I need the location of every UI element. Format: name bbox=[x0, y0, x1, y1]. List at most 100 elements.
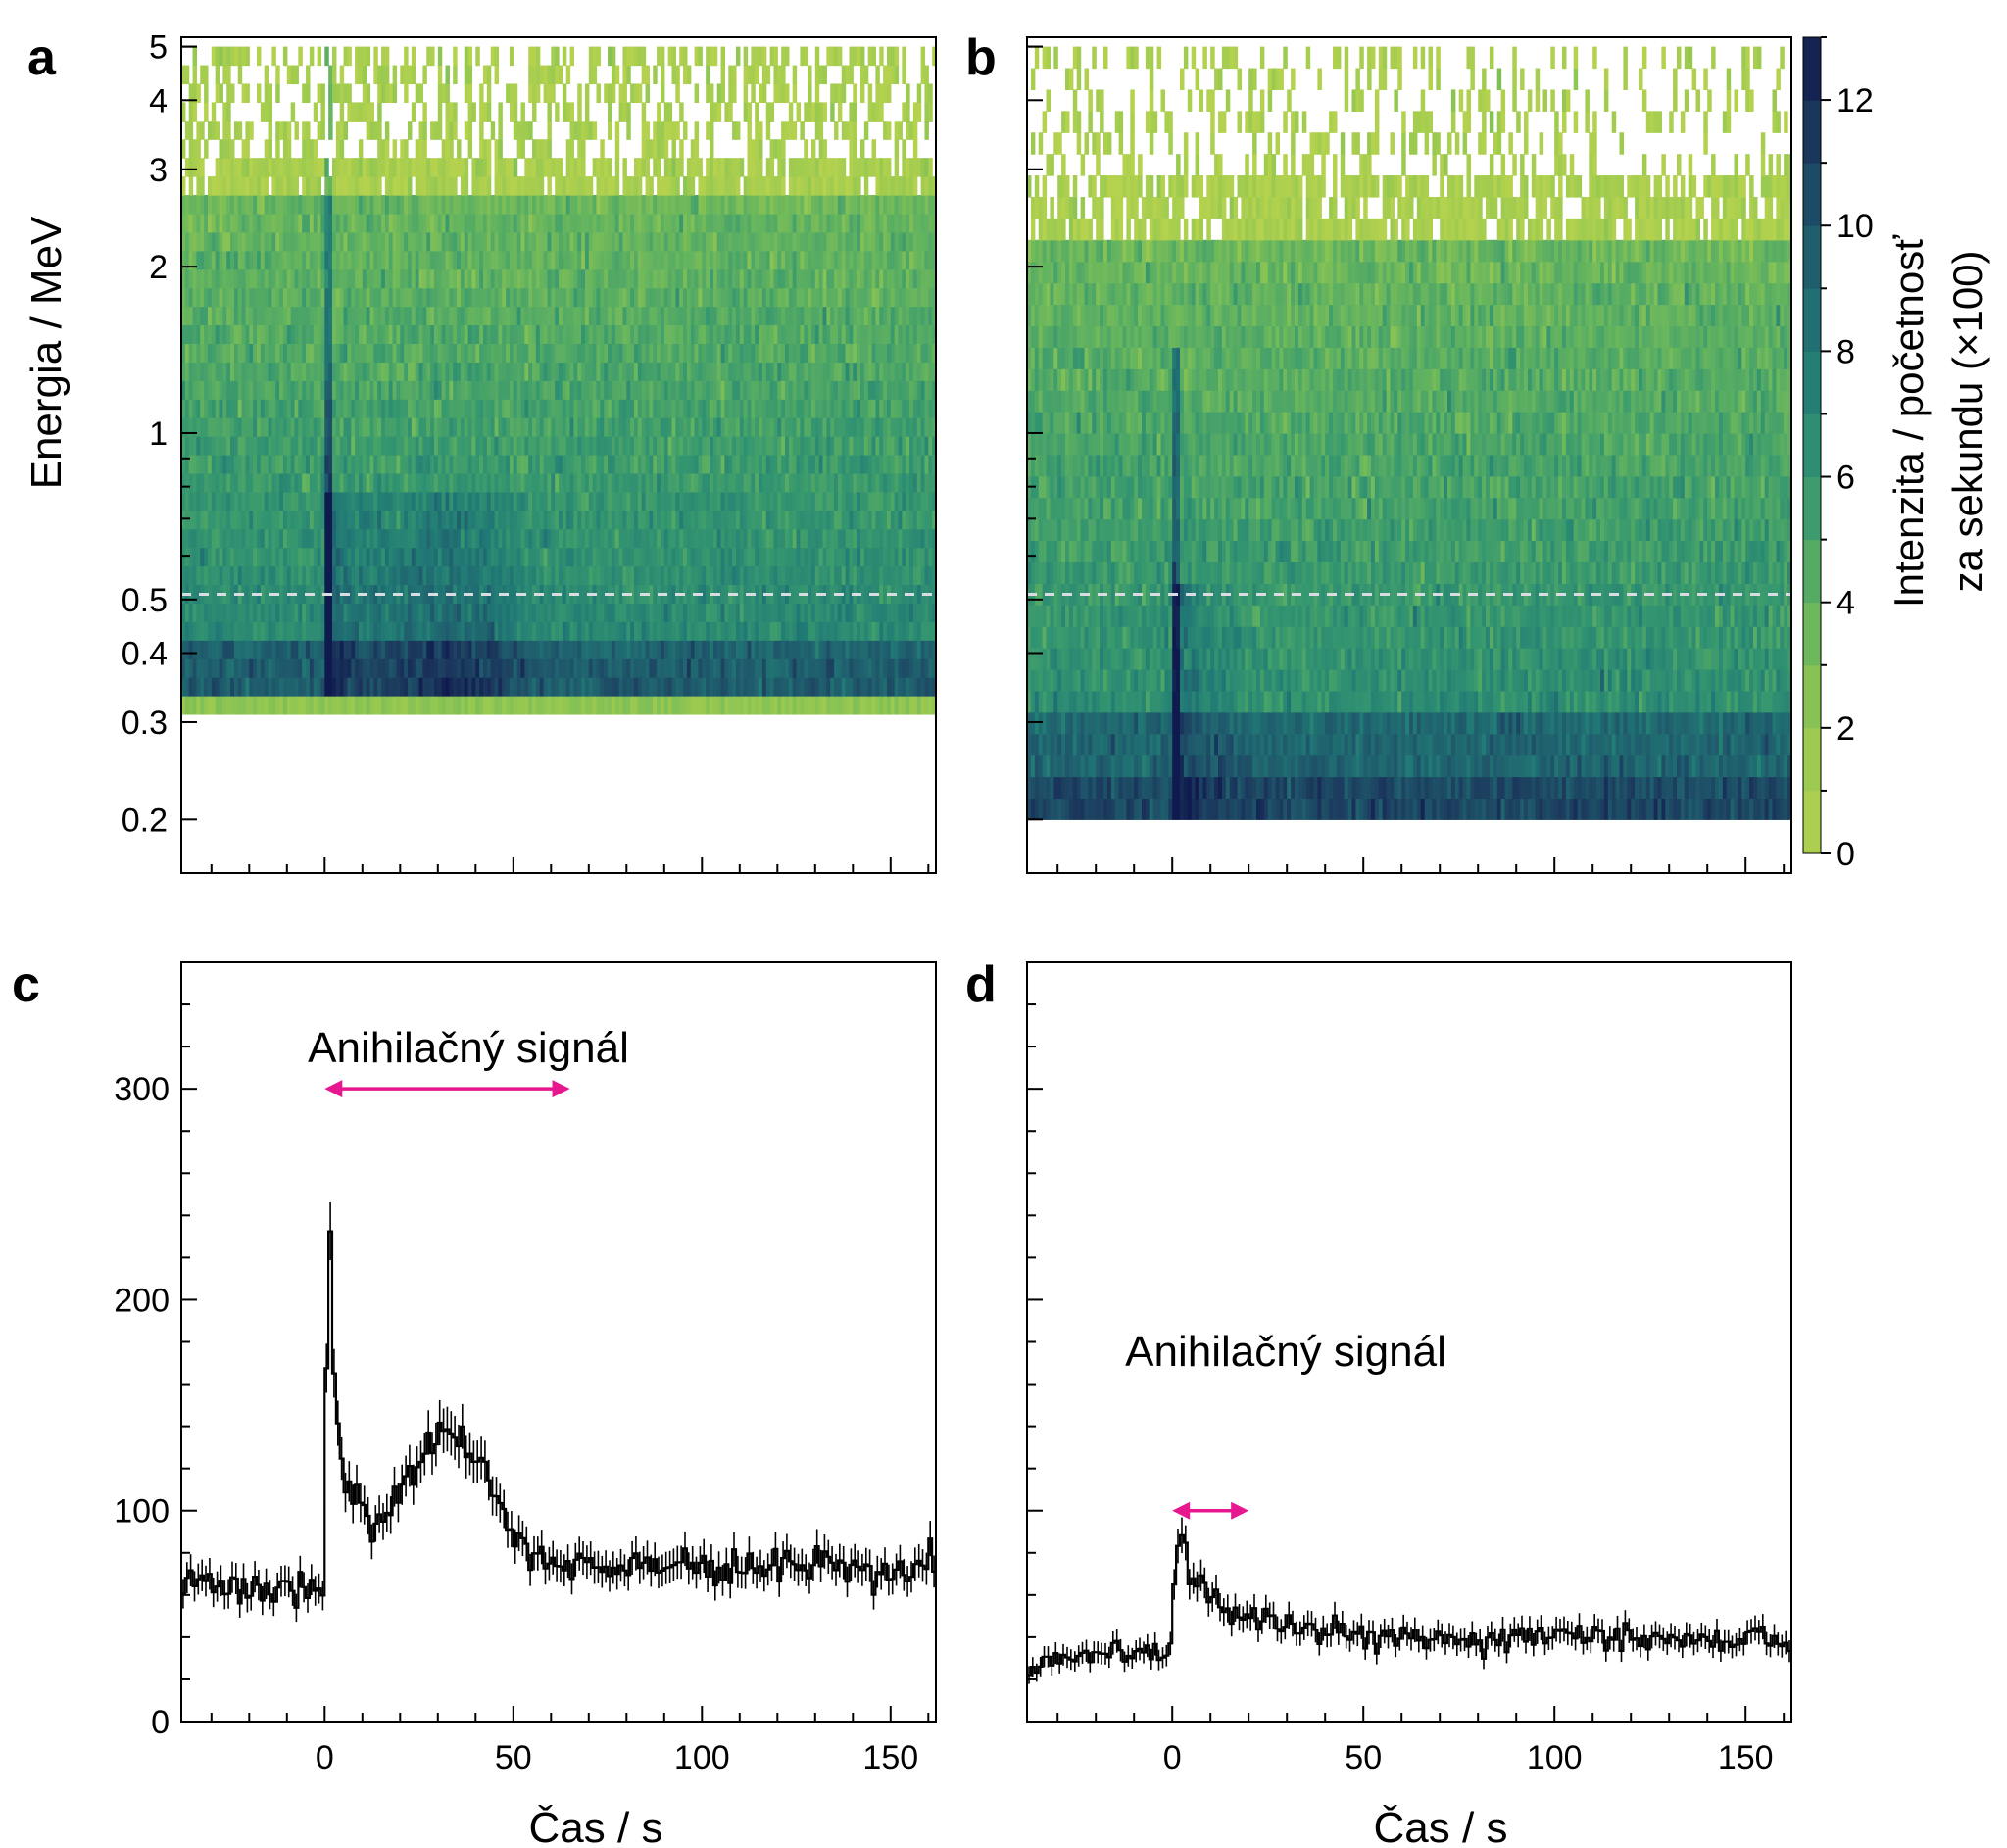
heatmap-cell bbox=[645, 362, 650, 381]
heatmap-cell bbox=[822, 565, 827, 586]
heatmap-cell bbox=[404, 640, 409, 659]
heatmap-cell bbox=[362, 324, 367, 345]
heatmap-cell bbox=[471, 472, 476, 493]
heatmap-cell bbox=[335, 287, 341, 308]
heatmap-cell bbox=[683, 658, 688, 678]
heatmap-cell bbox=[369, 640, 374, 659]
heatmap-cell bbox=[453, 510, 458, 530]
heatmap-cell bbox=[196, 399, 201, 418]
heatmap-cell bbox=[181, 436, 186, 456]
heatmap-cell bbox=[555, 399, 560, 418]
heatmap-cell bbox=[716, 399, 722, 418]
heatmap-cell bbox=[460, 603, 465, 622]
heatmap-cell bbox=[747, 250, 752, 270]
heatmap-cell bbox=[313, 287, 318, 308]
heatmap-cell bbox=[667, 324, 673, 345]
heatmap-cell bbox=[306, 472, 311, 493]
heatmap-cell bbox=[909, 287, 914, 308]
heatmap-cell bbox=[604, 528, 609, 549]
heatmap-cell bbox=[608, 472, 612, 493]
heatmap-cell bbox=[841, 677, 847, 697]
heatmap-cell bbox=[637, 343, 643, 363]
heatmap-cell bbox=[551, 268, 556, 289]
heatmap-cell bbox=[867, 343, 873, 363]
heatmap-cell bbox=[909, 380, 914, 400]
heatmap-cell bbox=[294, 696, 299, 715]
heatmap-cell bbox=[241, 547, 247, 567]
heatmap-cell bbox=[912, 696, 918, 715]
heatmap-cell bbox=[200, 343, 205, 363]
heatmap-cell bbox=[694, 343, 700, 363]
heatmap-cell bbox=[404, 547, 409, 567]
heatmap-cell bbox=[814, 362, 820, 381]
heatmap-cell bbox=[298, 565, 303, 586]
heatmap-cell bbox=[679, 436, 684, 456]
heatmap-cell bbox=[890, 436, 896, 456]
heatmap-cell bbox=[645, 417, 650, 437]
heatmap-cell bbox=[313, 565, 318, 586]
heatmap-cell bbox=[464, 362, 469, 381]
heatmap-cell bbox=[377, 603, 382, 622]
heatmap-cell bbox=[653, 528, 658, 549]
heatmap-cell bbox=[671, 565, 676, 586]
heatmap-cell bbox=[328, 436, 333, 456]
heatmap-cell bbox=[867, 287, 873, 308]
heatmap-cell bbox=[464, 472, 469, 493]
heatmap-cell bbox=[509, 306, 514, 326]
heatmap-cell bbox=[528, 324, 533, 345]
heatmap-cell bbox=[207, 454, 213, 474]
heatmap-cell bbox=[222, 603, 227, 622]
heatmap-cell bbox=[611, 472, 616, 493]
heatmap-cell bbox=[237, 696, 243, 715]
heatmap-cell bbox=[830, 510, 835, 530]
heatmap-cell bbox=[516, 362, 522, 381]
heatmap-cell bbox=[411, 268, 416, 289]
heatmap-cell bbox=[765, 510, 771, 530]
heatmap-cell bbox=[724, 677, 729, 697]
heatmap-cell bbox=[355, 436, 360, 456]
heatmap-cell bbox=[912, 510, 918, 530]
heatmap-cell bbox=[559, 454, 563, 474]
heatmap-cell bbox=[671, 584, 676, 604]
heatmap-cell bbox=[426, 603, 431, 622]
heatmap-cell bbox=[626, 343, 631, 363]
heatmap-cell bbox=[657, 640, 661, 659]
heatmap-cell bbox=[618, 343, 624, 363]
heatmap-cell bbox=[637, 677, 643, 697]
heatmap-cell bbox=[358, 454, 364, 474]
heatmap-cell bbox=[584, 528, 590, 549]
heatmap-cell bbox=[698, 268, 703, 289]
heatmap-cell bbox=[502, 250, 507, 270]
heatmap-cell bbox=[667, 287, 673, 308]
heatmap-cell bbox=[694, 658, 700, 678]
heatmap-cell bbox=[381, 436, 386, 456]
heatmap-cell bbox=[630, 491, 635, 511]
heatmap-cell bbox=[841, 547, 847, 567]
heatmap-cell bbox=[611, 268, 616, 289]
heatmap-cell bbox=[694, 565, 700, 586]
heatmap-cell bbox=[663, 324, 669, 345]
heatmap-cell bbox=[898, 640, 903, 659]
heatmap-cell bbox=[320, 436, 325, 456]
heatmap-cell bbox=[400, 362, 405, 381]
heatmap-cell bbox=[381, 603, 386, 622]
heatmap-cell bbox=[358, 621, 364, 641]
heatmap-cell bbox=[826, 472, 831, 493]
heatmap-cell bbox=[883, 417, 888, 437]
heatmap-cell bbox=[720, 362, 725, 381]
heatmap-cell bbox=[916, 324, 922, 345]
heatmap-cell bbox=[559, 436, 563, 456]
heatmap-cell bbox=[317, 696, 322, 715]
heatmap-cell bbox=[732, 528, 737, 549]
heatmap-cell bbox=[339, 640, 345, 659]
heatmap-cell bbox=[260, 696, 266, 715]
heatmap-cell bbox=[245, 454, 250, 474]
heatmap-cell bbox=[184, 565, 190, 586]
heatmap-cell bbox=[902, 324, 906, 345]
heatmap-cell bbox=[883, 658, 888, 678]
heatmap-cell bbox=[192, 454, 197, 474]
heatmap-cell bbox=[777, 250, 782, 270]
heatmap-cell bbox=[712, 472, 718, 493]
heatmap-cell bbox=[324, 658, 329, 678]
heatmap-cell bbox=[381, 324, 386, 345]
